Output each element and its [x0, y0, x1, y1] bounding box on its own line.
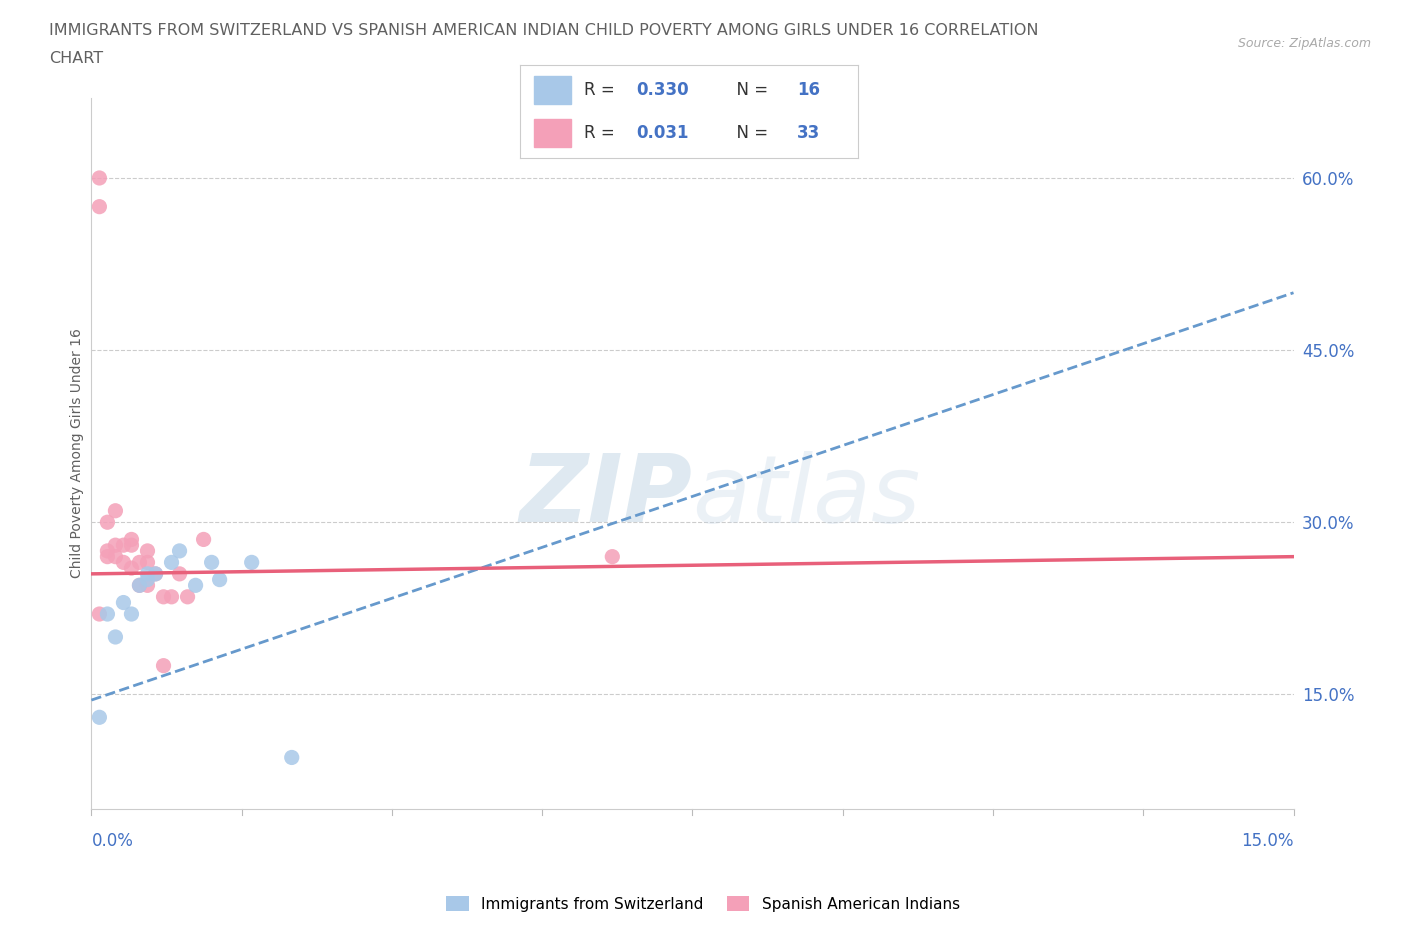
Legend: Immigrants from Switzerland, Spanish American Indians: Immigrants from Switzerland, Spanish Ame…: [440, 889, 966, 918]
Point: [89, 199, 111, 214]
Point: [121, 532, 143, 547]
Y-axis label: Child Poverty Among Girls Under 16: Child Poverty Among Girls Under 16: [70, 328, 84, 578]
Point: [121, 606, 143, 621]
Point: [136, 555, 159, 570]
FancyBboxPatch shape: [534, 119, 571, 147]
Point: [96, 515, 118, 530]
Text: atlas: atlas: [692, 450, 921, 541]
Point: [184, 578, 207, 592]
Text: Source: ZipAtlas.com: Source: ZipAtlas.com: [1237, 37, 1371, 50]
Point: [240, 555, 263, 570]
Text: CHART: CHART: [49, 51, 103, 66]
Point: [208, 572, 231, 587]
Point: [136, 566, 159, 581]
Point: [169, 566, 191, 581]
Point: [121, 561, 143, 576]
Point: [136, 572, 159, 587]
Text: ZIP: ZIP: [520, 450, 692, 542]
Point: [176, 590, 198, 604]
Text: 15.0%: 15.0%: [1241, 832, 1294, 850]
Point: [201, 555, 224, 570]
Point: [602, 550, 624, 565]
Point: [128, 578, 150, 592]
Point: [96, 543, 118, 558]
Point: [281, 750, 304, 764]
Point: [169, 543, 191, 558]
Point: [112, 555, 135, 570]
Point: [89, 606, 111, 621]
Point: [89, 710, 111, 724]
Text: 16: 16: [797, 81, 820, 100]
Point: [160, 590, 183, 604]
Text: 0.330: 0.330: [637, 81, 689, 100]
Text: 33: 33: [797, 124, 820, 142]
Point: [152, 590, 174, 604]
Point: [112, 595, 135, 610]
Point: [104, 550, 127, 565]
Text: 0.031: 0.031: [637, 124, 689, 142]
Point: [121, 538, 143, 552]
Point: [96, 606, 118, 621]
Point: [136, 543, 159, 558]
Point: [152, 658, 174, 673]
Point: [145, 566, 167, 581]
Point: [104, 503, 127, 518]
Text: R =: R =: [585, 81, 620, 100]
Point: [128, 555, 150, 570]
Text: N =: N =: [725, 81, 773, 100]
Point: [96, 550, 118, 565]
Text: IMMIGRANTS FROM SWITZERLAND VS SPANISH AMERICAN INDIAN CHILD POVERTY AMONG GIRLS: IMMIGRANTS FROM SWITZERLAND VS SPANISH A…: [49, 23, 1039, 38]
Text: R =: R =: [585, 124, 620, 142]
Point: [104, 630, 127, 644]
FancyBboxPatch shape: [534, 76, 571, 104]
Point: [136, 578, 159, 592]
Text: N =: N =: [725, 124, 773, 142]
Point: [145, 566, 167, 581]
Point: [112, 538, 135, 552]
Point: [89, 170, 111, 185]
Point: [193, 532, 215, 547]
Point: [160, 555, 183, 570]
Point: [128, 578, 150, 592]
Point: [104, 538, 127, 552]
Text: 0.0%: 0.0%: [91, 832, 134, 850]
